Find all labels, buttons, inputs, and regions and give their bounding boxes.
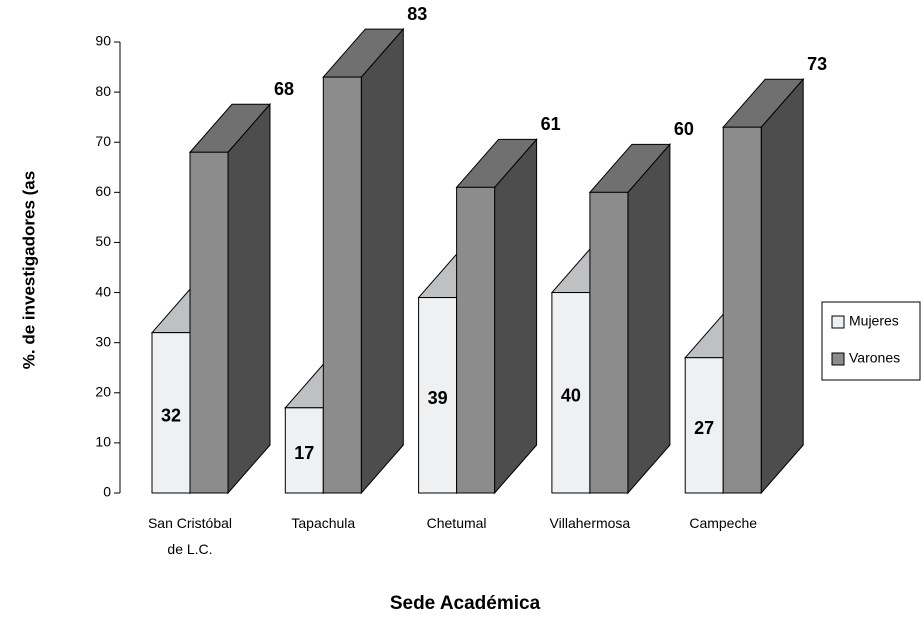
bar [551, 292, 591, 494]
legend-label: Mujeres [849, 313, 899, 329]
bar [589, 191, 629, 494]
value-label: 68 [274, 79, 294, 99]
legend-swatch [831, 315, 845, 329]
y-tick-label: 30 [95, 333, 111, 349]
y-tick-label: 80 [95, 83, 111, 99]
x-tick-label: Chetumal [426, 515, 487, 531]
value-label: 83 [407, 4, 427, 24]
value-label: 27 [694, 418, 714, 438]
y-tick-label: 10 [95, 434, 111, 450]
bar [722, 126, 762, 494]
y-tick-label: 0 [103, 484, 111, 500]
bar-side [494, 137, 538, 495]
x-axis-label: Sede Académica [390, 593, 541, 614]
legend-box [821, 301, 921, 381]
value-label: 32 [161, 406, 181, 426]
y-tick-label: 60 [95, 183, 111, 199]
x-tick-label: Villahermosa [549, 515, 631, 531]
legend-swatch [831, 352, 845, 366]
y-tick-label: 70 [95, 133, 111, 149]
bar-side [760, 77, 804, 495]
bar [189, 151, 229, 494]
y-tick-label: 90 [95, 33, 111, 49]
value-label: 39 [428, 388, 448, 408]
bar [456, 186, 496, 494]
x-tick-label: Tapachula [291, 515, 356, 531]
bar-side [227, 102, 271, 495]
x-tick-label: Campeche [689, 515, 758, 531]
value-label: 61 [541, 114, 561, 134]
value-label: 40 [561, 386, 581, 406]
bar [418, 297, 458, 494]
value-label: 60 [674, 119, 694, 139]
y-tick-label: 40 [95, 283, 111, 299]
bar-side [627, 143, 671, 495]
bar-side [360, 27, 404, 495]
value-label: 73 [807, 54, 827, 74]
y-tick-label: 50 [95, 233, 111, 249]
x-tick-label: San Cristóbal de L.C. [147, 515, 233, 557]
value-label: 17 [294, 443, 314, 463]
y-tick-label: 20 [95, 383, 111, 399]
bar [322, 76, 362, 494]
bar [284, 407, 324, 494]
y-axis-label: %. de investigadores (as [19, 171, 38, 369]
legend-label: Varones [849, 350, 900, 366]
